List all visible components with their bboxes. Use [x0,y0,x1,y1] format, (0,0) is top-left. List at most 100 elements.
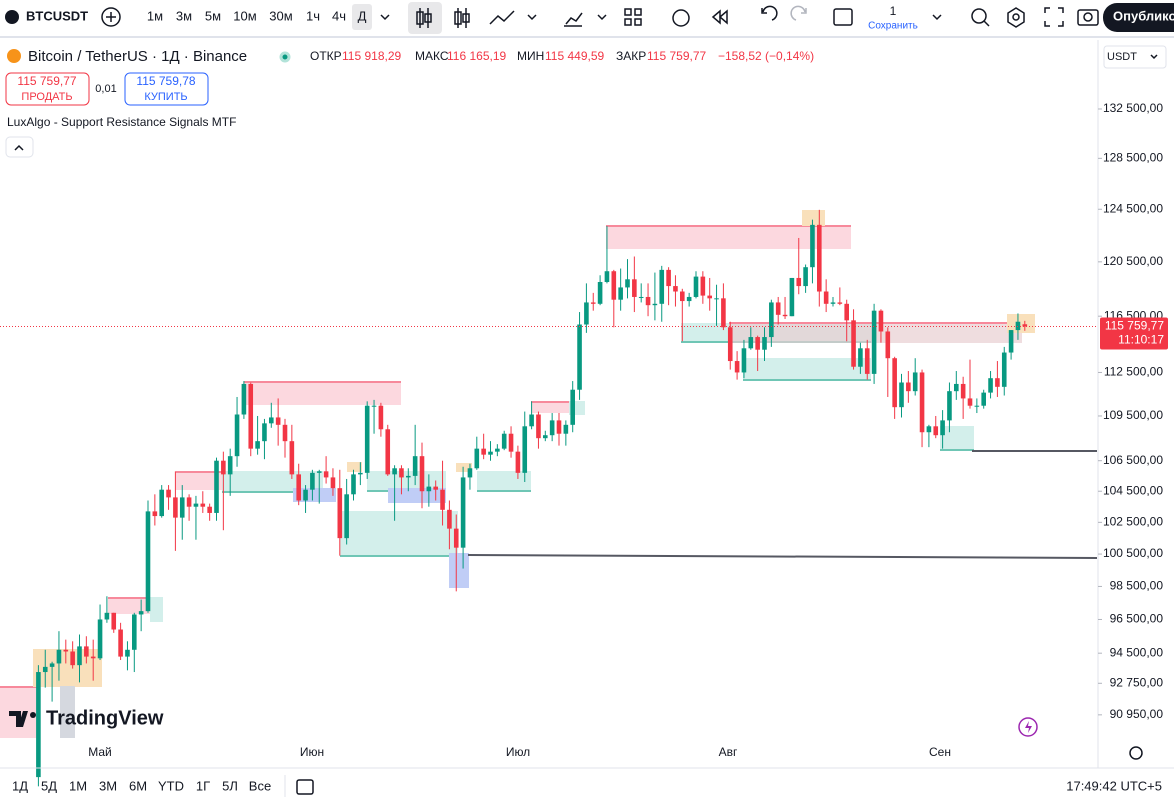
candle-body [563,424,569,434]
candle-body [289,441,295,475]
alert-icon[interactable] [672,9,690,27]
interval[interactable]: 30м [269,8,292,23]
candle-body [892,358,897,408]
range-button[interactable]: Все [249,778,271,793]
date-range-icon[interactable] [296,779,314,795]
candle-body [686,296,692,302]
indicators-icon[interactable] [564,12,583,27]
candle-body [933,426,939,436]
candle-body [700,276,706,296]
range-button[interactable]: 3М [99,778,117,793]
add-symbol[interactable] [101,7,121,27]
candle-body [406,475,411,478]
candle-body [659,269,665,304]
candle-body [823,291,829,304]
interval[interactable]: 10м [233,8,256,23]
candle-body [323,471,329,478]
layout-icon[interactable] [624,8,632,16]
candle-body [590,302,596,304]
candle-body [426,486,432,492]
sell-button[interactable] [5,72,90,106]
candle-body [104,612,110,620]
settings-icon[interactable] [1007,7,1025,28]
y-tick-label: 132 500,00 [1103,101,1163,115]
candle-body [844,303,849,321]
sell-label[interactable]: ПРОДАТЬ [21,91,72,103]
candle-body [453,528,459,548]
candle-body [885,331,891,359]
replay-icon[interactable] [711,9,728,25]
candle-body [111,612,117,630]
save-count[interactable]: 1 [890,4,897,18]
candle-body [186,497,192,507]
undo-icon[interactable] [761,5,778,21]
y-tick-label: 124 500,00 [1103,201,1163,215]
symbol-title: Bitcoin / TetherUS · 1Д · Binance [28,48,247,65]
y-tick-label: 96 500,00 [1110,612,1164,626]
range-button[interactable]: YTD [158,778,184,793]
candle-body [310,472,315,490]
candle-body [741,348,747,373]
range-button[interactable]: 1Д [12,778,28,793]
axis-settings[interactable] [1129,746,1143,760]
candle-body [97,619,103,659]
candle-body [940,420,945,436]
candle-body [625,279,630,288]
range-button[interactable]: 1Г [196,778,210,793]
publish-label[interactable]: Опублико [1113,8,1174,23]
y-tick-label: 94 500,00 [1110,645,1164,659]
fullscreen-icon[interactable] [1044,7,1064,27]
interval[interactable]: 1м [147,8,163,23]
buy-button[interactable] [124,72,209,106]
candle-body [138,611,144,615]
interval[interactable]: 5м [205,8,221,23]
x-tick-label: Авг [719,745,738,759]
buy-label[interactable]: КУПИТЬ [144,91,187,103]
candle-body [90,656,96,659]
candle-body [488,451,493,455]
candle-body [960,383,966,399]
market-status [279,51,291,63]
candle-body [481,448,486,455]
range-button[interactable]: 6М [129,778,147,793]
layout-select[interactable] [833,8,853,26]
publish-button[interactable] [1103,3,1174,32]
interval[interactable]: Д [358,8,367,23]
interval[interactable]: 4ч [332,8,346,23]
candle-body [364,405,370,473]
symbol[interactable]: BTCUSDT [26,8,88,23]
search-icon[interactable] [971,8,987,24]
currency-select[interactable] [1103,45,1167,69]
interval[interactable]: 1ч [306,8,320,23]
sell-price[interactable]: 115 759,77 [17,74,76,88]
indicator-zones [0,210,1098,738]
candle-body [241,383,247,415]
candles-icon[interactable] [454,8,470,28]
y-tick-label: 112 500,00 [1104,365,1163,379]
range-button[interactable]: 5Л [222,778,238,793]
snapshot-icon[interactable] [1077,9,1099,26]
coin-icon [7,49,21,63]
candle-body [440,489,445,510]
candle-body [577,324,582,390]
x-tick-label: Июл [506,745,530,759]
range-button[interactable]: 5Д [41,778,57,793]
candle-body [864,348,870,374]
candle-body [954,383,959,392]
signal-icon[interactable] [1018,717,1038,737]
candle-body [269,417,274,424]
candle-body [721,298,726,328]
save-label[interactable]: Сохранить [868,21,918,32]
line-icon[interactable] [489,10,515,25]
candle-body [385,429,391,475]
buy-price[interactable]: 115 759,78 [136,74,195,88]
x-tick-label: Май [88,745,112,759]
top-toolbar: BTCUSDT 1м 3м 5м 10м 30м 1ч 4ч Д 1 Сохранить Оп… [0,2,1174,38]
interval[interactable]: 3м [176,8,192,23]
candle-body [275,417,281,425]
candle-body [570,389,575,425]
currency[interactable]: USDT [1107,51,1137,63]
candle-body [707,295,712,299]
range-button[interactable]: 1М [69,778,87,793]
